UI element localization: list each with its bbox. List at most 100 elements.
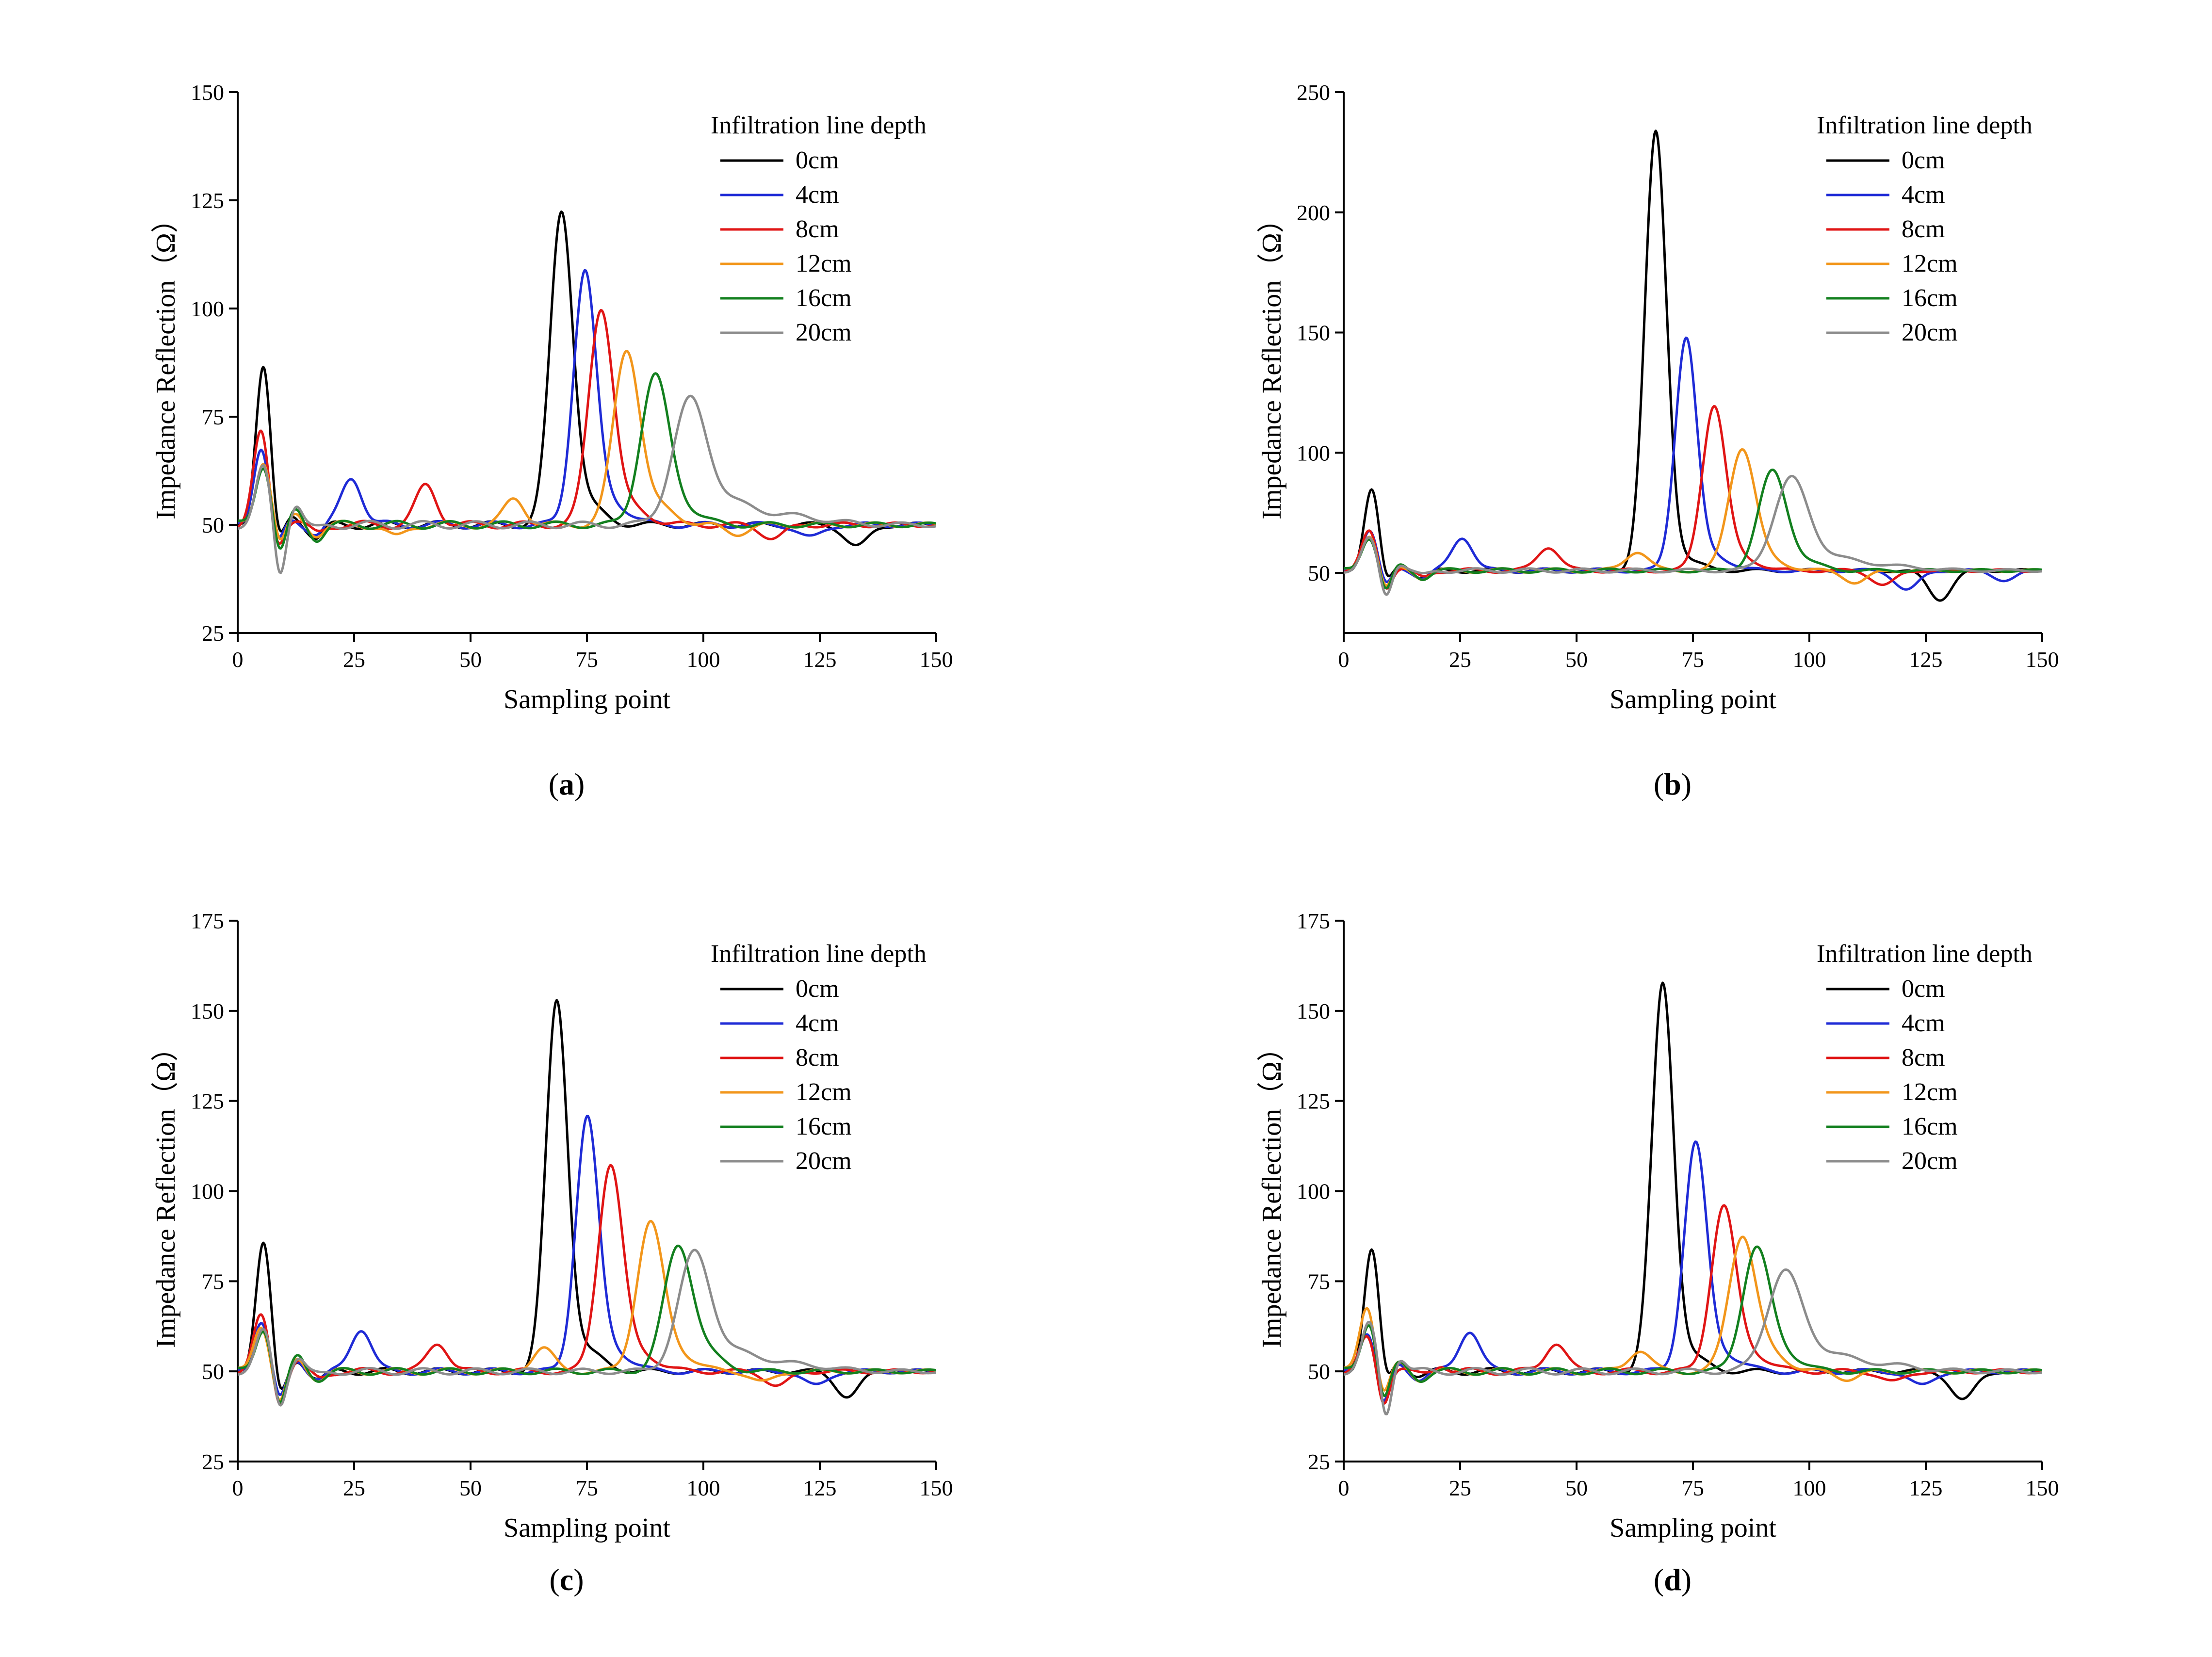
x-tick-label: 75 [1682,647,1704,672]
panel-letter: c [559,1562,574,1597]
legend-label-4cm: 4cm [796,1009,839,1037]
x-tick-label: 150 [920,1476,953,1500]
x-axis-title: Sampling point [1610,1513,1776,1543]
y-tick-label: 75 [202,1269,224,1294]
y-tick-label: 150 [1297,321,1330,345]
y-tick-label: 125 [1297,1089,1330,1114]
y-axis-title: Impedance Reflection（Ω） [1257,206,1287,520]
x-tick-label: 50 [1565,647,1588,672]
series-line-12cm [1344,448,2042,587]
legend-label-0cm: 0cm [796,975,839,1003]
series-line-4cm [238,1115,936,1396]
series-group [238,210,936,574]
y-tick-label: 50 [202,513,224,537]
legend-title: Infiltration line depth [1817,112,2033,139]
series-group [238,999,936,1407]
legend-label-12cm: 12cm [796,250,852,277]
y-tick-label: 50 [202,1359,224,1384]
y-tick-label: 175 [1297,909,1330,933]
legend-label-4cm: 4cm [1902,181,1945,209]
legend-title: Infiltration line depth [711,940,927,968]
y-tick-label: 125 [191,1089,224,1114]
legend-label-0cm: 0cm [796,146,839,174]
series-line-20cm [238,1249,936,1407]
legend-label-8cm: 8cm [1902,1044,1945,1072]
x-axis-title: Sampling point [504,684,670,715]
legend-label-16cm: 16cm [1902,1113,1958,1140]
legend-label-20cm: 20cm [1902,319,1958,346]
legend-label-0cm: 0cm [1902,975,1945,1003]
x-axis-title: Sampling point [504,1513,670,1543]
x-tick-label: 100 [687,647,720,672]
x-tick-label: 0 [232,1476,244,1500]
legend-label-4cm: 4cm [1902,1009,1945,1037]
series-line-16cm [238,372,936,550]
chart-panel-d: 0 25 50 75 100 125 150 25 50 75 100 125 150 175 Sampli… [1106,828,2212,1657]
legend-label-20cm: 20cm [1902,1147,1958,1175]
y-tick-label: 175 [191,909,224,933]
legend-label-12cm: 12cm [1902,1078,1958,1106]
y-tick-label: 150 [191,80,224,105]
panel-caption: (a) [548,767,585,801]
x-tick-label: 100 [1793,1476,1826,1500]
x-tick-label: 50 [459,1476,482,1500]
series-line-4cm [238,269,936,538]
chart-svg-d: 0 25 50 75 100 125 150 25 50 75 100 125 150 175 Sampli… [1257,909,2059,1543]
series-group [1344,981,2042,1415]
y-tick-label: 25 [1308,1449,1330,1474]
legend-label-8cm: 8cm [796,215,839,243]
x-tick-label: 125 [1909,647,1943,672]
x-tick-label: 25 [1449,647,1471,672]
x-tick-label: 50 [459,647,482,672]
series-line-12cm [238,350,936,541]
x-tick-label: 75 [576,647,598,672]
chart-svg-b: 0 25 50 75 100 125 150 50 100 150 200 250 Sampling p… [1257,80,2059,715]
series-line-20cm [238,394,936,574]
y-tick-label: 25 [202,621,224,646]
panel-caption: (c) [549,1562,584,1597]
chart-panel-c: 0 25 50 75 100 125 150 25 50 75 100 125 150 175 Sampli… [0,828,1106,1657]
y-tick-label: 100 [191,296,224,321]
y-axis-title: Impedance Reflection（Ω） [1257,1034,1287,1348]
y-tick-label: 200 [1297,200,1330,225]
legend-label-12cm: 12cm [1902,250,1958,277]
x-tick-label: 150 [920,647,953,672]
x-tick-label: 150 [2026,1476,2059,1500]
y-tick-label: 75 [1308,1269,1330,1294]
series-line-20cm [1344,1268,2042,1415]
x-tick-label: 0 [1338,647,1350,672]
y-tick-label: 150 [1297,999,1330,1023]
x-tick-label: 50 [1565,1476,1588,1500]
y-tick-label: 150 [191,999,224,1023]
series-group [1344,130,2042,602]
x-tick-label: 100 [1793,647,1826,672]
panel-caption: (b) [1653,767,1692,801]
x-tick-label: 25 [343,647,365,672]
panel-letter: a [559,767,574,801]
x-tick-label: 150 [2026,647,2059,672]
x-tick-label: 75 [1682,1476,1704,1500]
chart-svg-a: 0 25 50 75 100 125 150 25 50 75 100 125 150 Sampling … [151,80,953,715]
series-line-4cm [1344,336,2042,591]
legend-label-20cm: 20cm [796,1147,852,1175]
legend-label-16cm: 16cm [1902,284,1958,312]
chart-svg-c: 0 25 50 75 100 125 150 25 50 75 100 125 150 175 Sampli… [151,909,953,1543]
x-tick-label: 125 [803,647,837,672]
legend-title: Infiltration line depth [1817,940,2033,968]
y-tick-label: 75 [202,405,224,429]
panel-letter: d [1664,1562,1681,1597]
legend-title: Infiltration line depth [711,112,927,139]
legend-label-12cm: 12cm [796,1078,852,1106]
y-tick-label: 250 [1297,80,1330,105]
legend-label-16cm: 16cm [796,284,852,312]
y-tick-label: 100 [191,1179,224,1204]
series-line-20cm [1344,474,2042,596]
legend-label-20cm: 20cm [796,319,852,346]
y-axis-title: Impedance Reflection（Ω） [151,1034,181,1348]
chart-panel-b: 0 25 50 75 100 125 150 50 100 150 200 250 Sampling p… [1106,0,2212,828]
legend-label-0cm: 0cm [1902,146,1945,174]
legend-label-16cm: 16cm [796,1113,852,1140]
panel-letter: b [1664,767,1681,801]
y-tick-label: 100 [1297,1179,1330,1204]
y-tick-label: 50 [1308,1359,1330,1384]
